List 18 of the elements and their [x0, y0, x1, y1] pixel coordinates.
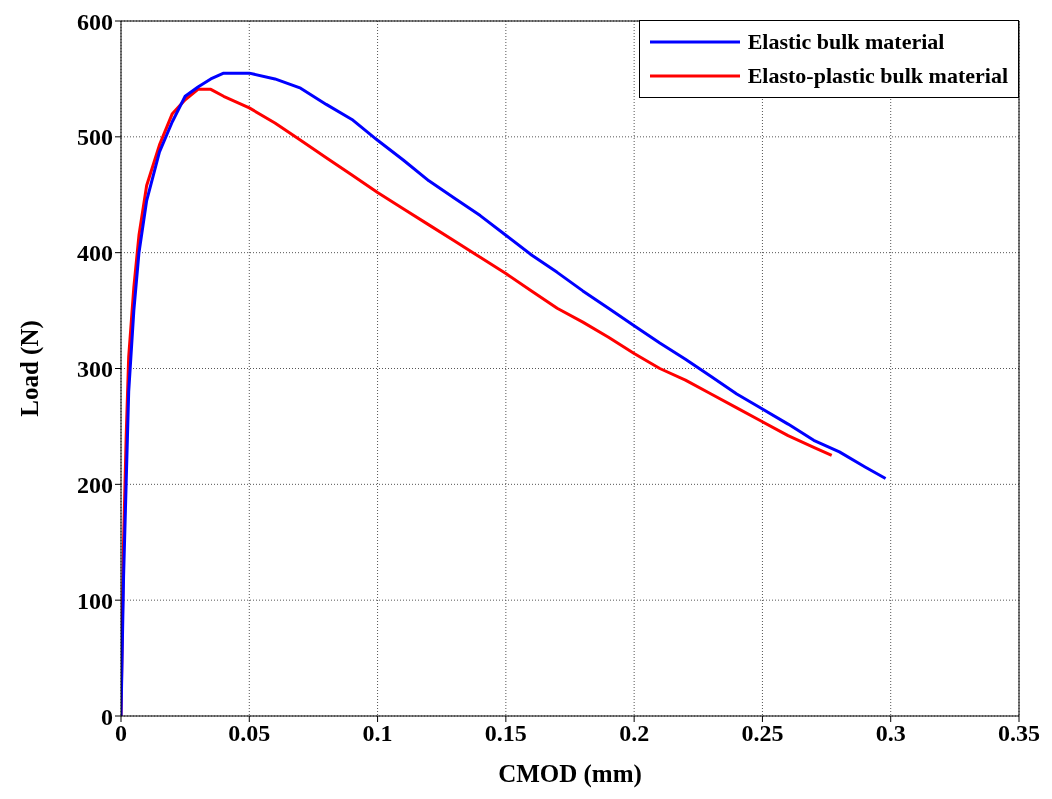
legend-label: Elasto-plastic bulk material [747, 63, 1008, 89]
y-tick-label: 600 [77, 8, 113, 35]
x-tick-label: 0.25 [741, 720, 784, 747]
x-tick-label: 0.35 [998, 720, 1040, 747]
legend-label: Elastic bulk material [747, 29, 945, 55]
y-tick-label: 0 [101, 703, 113, 730]
y-tick-label: 500 [77, 124, 113, 151]
x-tick-label: 0.3 [875, 720, 906, 747]
y-tick-label: 100 [77, 587, 113, 614]
y-tick-label: 400 [77, 240, 113, 267]
x-tick-label: 0.1 [362, 720, 393, 747]
x-axis-title: CMOD (mm) [498, 760, 642, 788]
x-tick-label: 0.15 [484, 720, 527, 747]
x-tick-label: 0.05 [228, 720, 271, 747]
y-tick-label: 300 [77, 356, 113, 383]
y-axis-title: Load (N) [15, 320, 44, 417]
x-tick-label: 0.2 [619, 720, 650, 747]
y-tick-label: 200 [77, 471, 113, 498]
